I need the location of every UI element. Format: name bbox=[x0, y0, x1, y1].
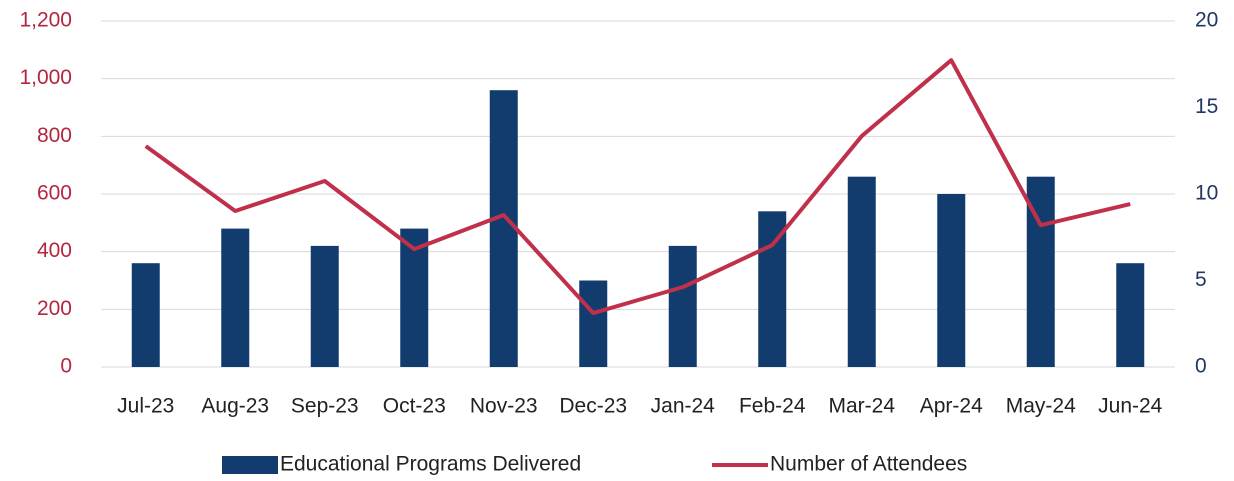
x-tick-label: Feb-24 bbox=[739, 395, 806, 418]
x-tick-label: Oct-23 bbox=[383, 395, 446, 418]
y2-tick-label: 10 bbox=[1195, 182, 1218, 205]
x-tick-label: Mar-24 bbox=[828, 395, 895, 418]
legend-label: Number of Attendees bbox=[770, 453, 967, 476]
bar bbox=[489, 90, 518, 367]
bar bbox=[400, 228, 429, 367]
y-tick-label: 1,200 bbox=[19, 9, 72, 32]
x-tick-label: May-24 bbox=[1006, 395, 1076, 418]
x-tick-label: Nov-23 bbox=[470, 395, 538, 418]
x-tick-label: Jun-24 bbox=[1098, 395, 1163, 418]
y-tick-label: 200 bbox=[37, 297, 72, 320]
legend-swatch bbox=[222, 456, 278, 474]
y-tick-label: 1,000 bbox=[19, 66, 72, 89]
line bbox=[144, 58, 1131, 316]
y-tick-label: 0 bbox=[60, 355, 72, 378]
bar bbox=[937, 194, 966, 367]
bar bbox=[221, 228, 250, 367]
bar bbox=[668, 245, 697, 367]
y2-tick-label: 0 bbox=[1195, 355, 1207, 378]
bar bbox=[579, 280, 608, 367]
bar bbox=[131, 263, 160, 367]
y2-tick-label: 20 bbox=[1195, 9, 1218, 32]
bar bbox=[847, 176, 876, 367]
y-tick-label: 600 bbox=[37, 182, 72, 205]
x-tick-label: Apr-24 bbox=[920, 395, 983, 418]
bar bbox=[310, 245, 339, 367]
x-tick-label: Aug-23 bbox=[201, 395, 269, 418]
y2-tick-label: 15 bbox=[1195, 95, 1218, 118]
y-tick-label: 400 bbox=[37, 239, 72, 262]
bar bbox=[758, 211, 787, 367]
legend-label: Educational Programs Delivered bbox=[280, 453, 581, 476]
y-tick-label: 800 bbox=[37, 124, 72, 147]
x-tick-label: Jan-24 bbox=[651, 395, 716, 418]
x-tick-label: Sep-23 bbox=[291, 395, 359, 418]
x-tick-label: Dec-23 bbox=[559, 395, 627, 418]
x-tick-label: Jul-23 bbox=[117, 395, 174, 418]
bar bbox=[1116, 263, 1145, 367]
y2-tick-label: 5 bbox=[1195, 268, 1207, 291]
